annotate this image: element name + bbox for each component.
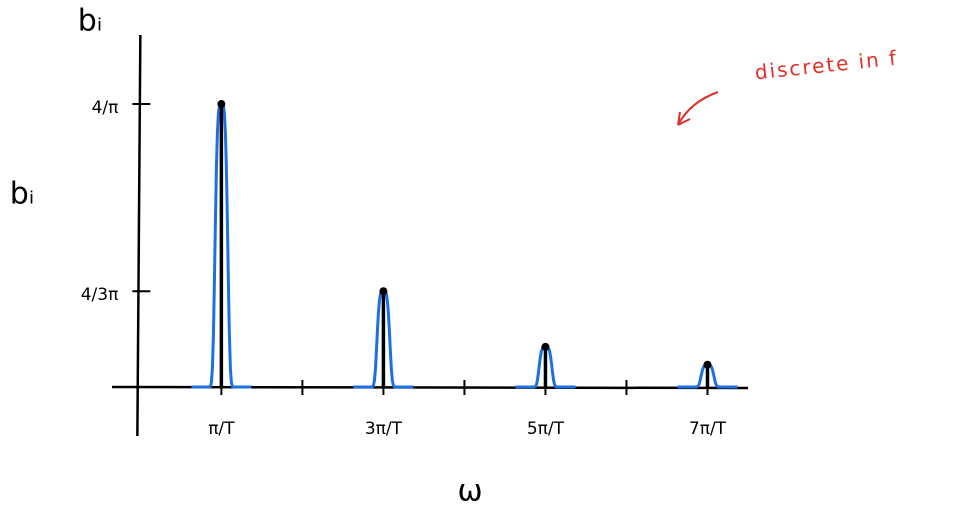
x-tick-label: 3π/T bbox=[365, 419, 403, 439]
annotation: discrete in f bbox=[754, 46, 900, 85]
y-tick-label: 4/3π bbox=[81, 285, 119, 305]
stem-head bbox=[379, 287, 388, 296]
stem-head bbox=[703, 360, 712, 369]
annotation-arrow bbox=[677, 91, 719, 126]
x-tick-label: 5π/T bbox=[527, 419, 565, 439]
x-axis-label: ω bbox=[457, 474, 482, 509]
side-label: bᵢ bbox=[10, 177, 34, 212]
x-tick-label: π/T bbox=[208, 419, 235, 439]
y-tick-label: 4/π bbox=[92, 98, 119, 118]
y-axis bbox=[136, 34, 142, 437]
x-axis bbox=[111, 385, 749, 390]
stem-head bbox=[217, 100, 226, 109]
stem-head bbox=[541, 342, 550, 351]
x-tick-label: 7π/T bbox=[689, 419, 727, 439]
axis-top-label: bᵢ bbox=[78, 4, 102, 39]
